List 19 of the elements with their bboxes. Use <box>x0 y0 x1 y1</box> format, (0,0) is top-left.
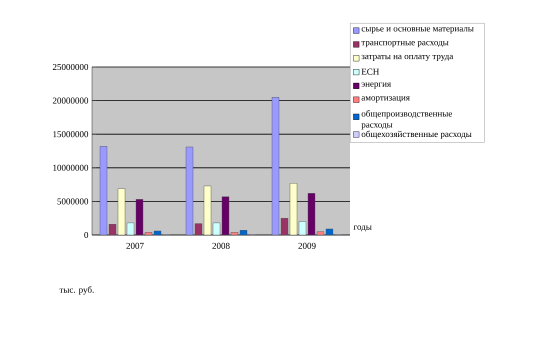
y-tick-label: 10000000 <box>53 164 88 171</box>
y-axis-title: тыс. руб. <box>60 286 94 295</box>
legend-label: сырье и основные материалы <box>362 27 474 34</box>
x-tick-label: 2009 <box>298 242 316 249</box>
y-tick-label: 15000000 <box>53 131 88 138</box>
legend-label: амортизация <box>362 96 410 102</box>
legend-label: общехозяйственные расходы <box>362 130 472 139</box>
y-tick-label: 25000000 <box>52 64 88 70</box>
y-tick-label: 20000000 <box>52 98 88 104</box>
legend-label: ЕСН <box>362 68 380 75</box>
x-tick-label: 2007 <box>126 242 144 249</box>
x-axis-title: годы <box>354 225 372 232</box>
x-tick-label: 2008 <box>212 242 230 249</box>
legend-label: энергия <box>362 82 391 89</box>
legend-label: транспортные расходы <box>361 41 449 48</box>
y-tick-label: 0 <box>84 232 88 238</box>
legend-label: общепроизводственные расходы <box>361 110 452 130</box>
legend-label: затраты на оплату труда <box>362 54 454 62</box>
y-tick-label: 5000000 <box>57 198 88 204</box>
